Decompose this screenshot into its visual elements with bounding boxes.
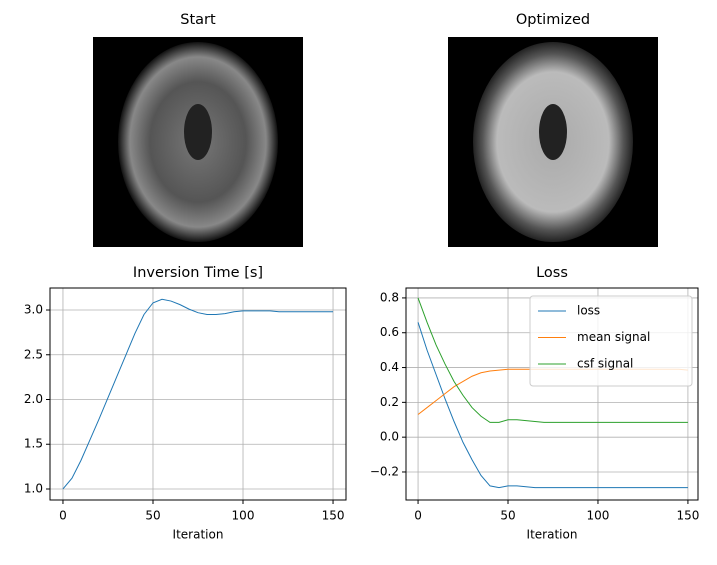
x-axis-label: Iteration <box>527 528 578 542</box>
series-line <box>417 297 688 423</box>
x-tick-label: 100 <box>587 509 610 523</box>
x-axis-label: Iteration <box>173 528 224 542</box>
image-title: Start <box>180 12 216 28</box>
y-tick-label: 2.5 <box>24 347 43 361</box>
y-tick-label: 0.6 <box>380 325 399 339</box>
y-tick-label: 0.8 <box>380 290 399 304</box>
y-tick-label: 0.0 <box>380 430 399 444</box>
legend-box <box>529 295 693 387</box>
legend-label: mean signal <box>577 330 650 344</box>
x-tick-label: 150 <box>676 509 699 523</box>
x-tick-label: 0 <box>414 509 422 523</box>
axes-frame <box>49 287 347 501</box>
image-detail <box>539 104 567 160</box>
chart-title: Loss <box>536 265 568 281</box>
y-tick-label: 0.2 <box>380 395 399 409</box>
y-tick-label: 3.0 <box>24 303 43 317</box>
y-tick-label: 2.0 <box>24 392 43 406</box>
series-line <box>62 298 334 490</box>
y-tick-label: 0.4 <box>380 360 399 374</box>
y-tick-label: 1.5 <box>24 437 43 451</box>
image-title: Optimized <box>516 12 590 28</box>
axes-frame <box>405 287 699 501</box>
x-tick-label: 50 <box>500 509 515 523</box>
y-tick-label: 1.0 <box>24 481 43 495</box>
image-detail <box>184 104 212 160</box>
chart-title: Inversion Time [s] <box>133 265 263 281</box>
x-tick-label: 0 <box>59 509 67 523</box>
x-tick-label: 150 <box>322 509 345 523</box>
legend-label: csf signal <box>577 357 633 371</box>
y-tick-label: −0.2 <box>370 464 399 478</box>
x-tick-label: 100 <box>232 509 255 523</box>
legend-label: loss <box>577 304 600 318</box>
x-tick-label: 50 <box>145 509 160 523</box>
series-line <box>417 322 688 489</box>
